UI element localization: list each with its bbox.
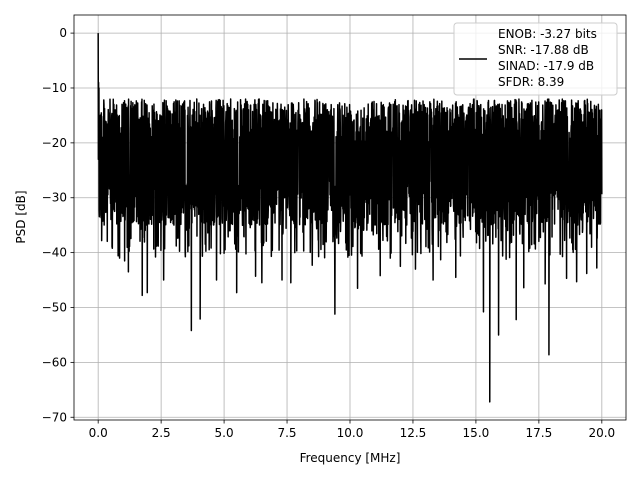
- y-tick-label: −10: [42, 81, 67, 95]
- x-tick-label: 7.5: [277, 426, 296, 440]
- series-group: [97, 33, 603, 403]
- x-tick-label: 5.0: [215, 426, 234, 440]
- x-axis-ticks: 0.0 2.5 5.0 7.5 10.0 12.5 15.0 17.5 20.0: [89, 420, 615, 440]
- legend-sfdr: SFDR: 8.39: [498, 75, 564, 89]
- x-tick-label: 10.0: [337, 426, 364, 440]
- x-tick-label: 15.0: [463, 426, 490, 440]
- y-tick-label: −30: [42, 191, 67, 205]
- y-tick-label: −20: [42, 136, 67, 150]
- y-tick-label: −70: [42, 410, 67, 424]
- psd-series-line: [97, 33, 603, 403]
- y-tick-label: −50: [42, 301, 67, 315]
- y-axis-ticks: 0 −10 −20 −30 −40 −50 −60 −70: [42, 26, 74, 424]
- x-tick-label: 20.0: [588, 426, 615, 440]
- x-axis-label: Frequency [MHz]: [300, 451, 401, 465]
- legend-enob: ENOB: -3.27 bits: [498, 27, 597, 41]
- x-tick-label: 2.5: [152, 426, 171, 440]
- x-tick-label: 0.0: [89, 426, 108, 440]
- y-axis-label: PSD [dB]: [14, 190, 28, 243]
- y-tick-label: −40: [42, 246, 67, 260]
- legend-sinad: SINAD: -17.9 dB: [498, 59, 594, 73]
- y-tick-label: 0: [59, 26, 67, 40]
- legend: ENOB: -3.27 bits SNR: -17.88 dB SINAD: -…: [453, 22, 618, 96]
- legend-snr: SNR: -17.88 dB: [498, 43, 589, 57]
- y-tick-label: −60: [42, 355, 67, 369]
- x-tick-label: 17.5: [526, 426, 553, 440]
- legend-box: [453, 22, 618, 96]
- x-tick-label: 12.5: [400, 426, 427, 440]
